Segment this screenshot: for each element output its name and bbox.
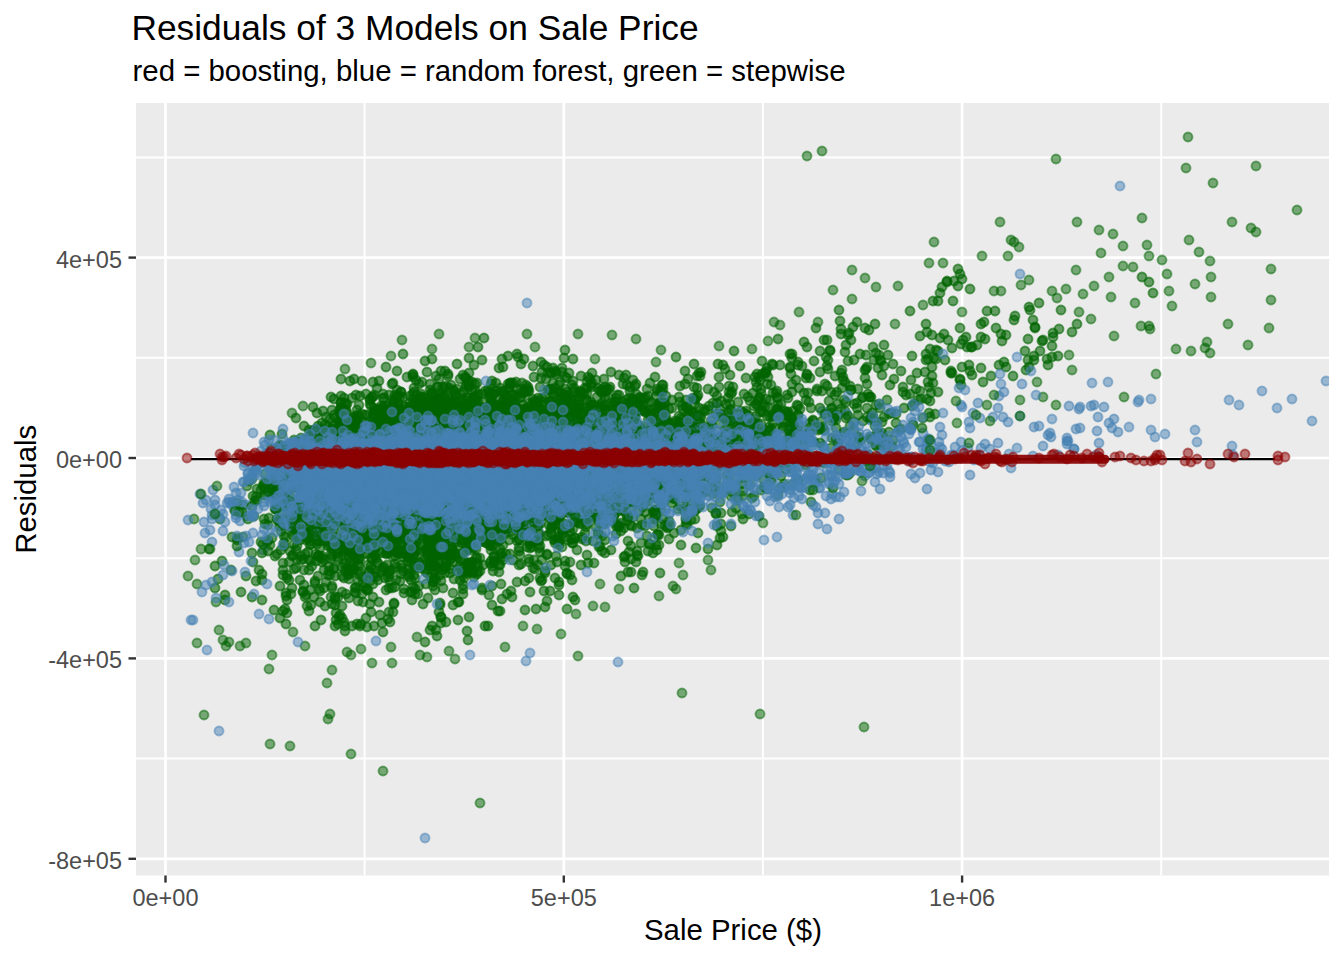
svg-text:4e+05: 4e+05 bbox=[56, 247, 122, 273]
svg-text:0e+00: 0e+00 bbox=[132, 885, 198, 911]
svg-text:0e+00: 0e+00 bbox=[56, 447, 122, 473]
svg-text:5e+05: 5e+05 bbox=[531, 885, 597, 911]
svg-text:-8e+05: -8e+05 bbox=[48, 848, 122, 874]
svg-text:Sale Price ($): Sale Price ($) bbox=[644, 913, 822, 946]
svg-text:1e+06: 1e+06 bbox=[929, 885, 995, 911]
svg-text:Residuals of 3 Models on Sale: Residuals of 3 Models on Sale Price bbox=[132, 8, 699, 47]
svg-text:Residuals: Residuals bbox=[9, 425, 42, 554]
svg-text:red = boosting, blue = random: red = boosting, blue = random forest, gr… bbox=[133, 54, 846, 87]
svg-text:-4e+05: -4e+05 bbox=[48, 647, 122, 673]
